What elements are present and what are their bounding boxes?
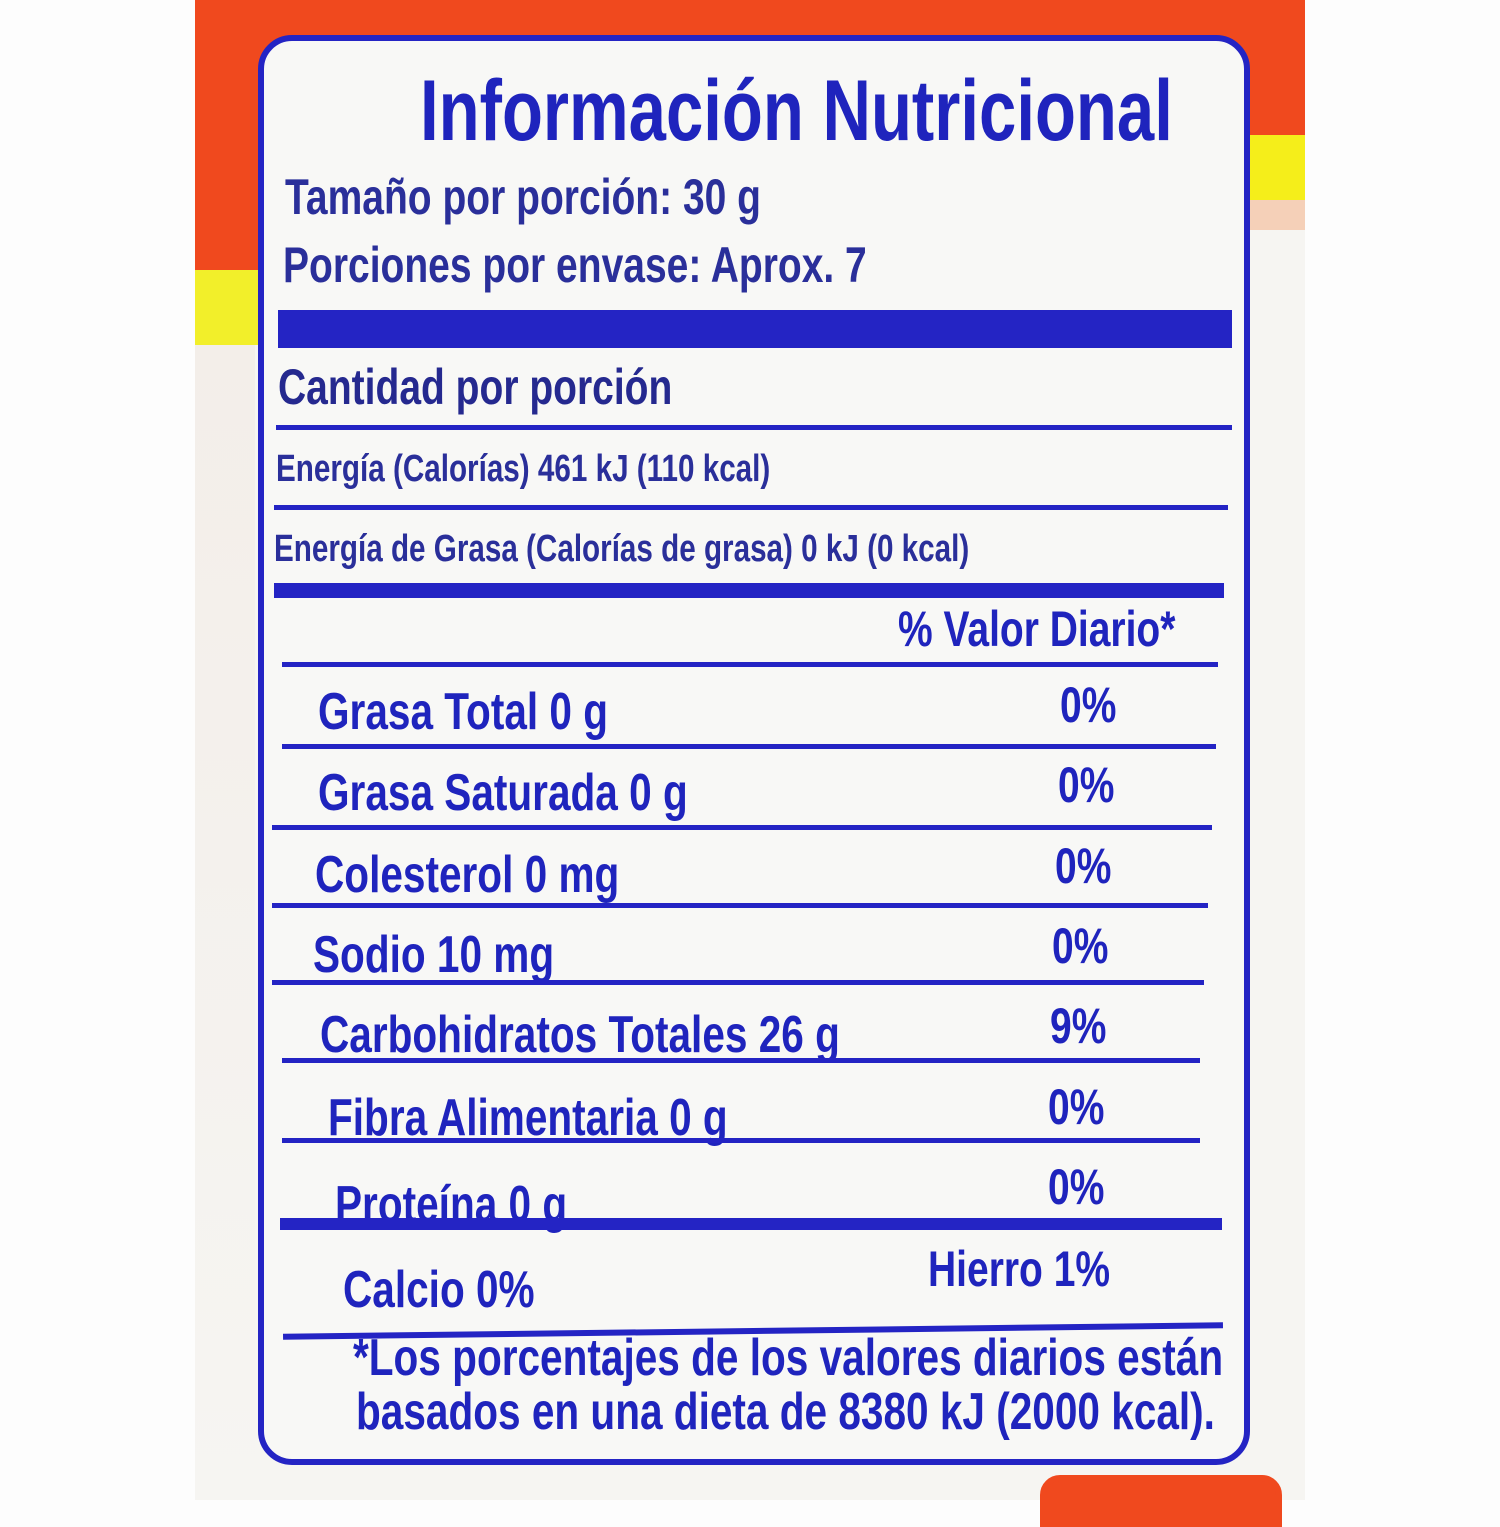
divider xyxy=(282,662,1218,667)
package-side xyxy=(195,340,255,1500)
nutrient-name: Grasa Total 0 g xyxy=(318,683,609,741)
footnote-line-2: basados en una dieta de 8380 kJ (2000 kc… xyxy=(356,1383,1215,1441)
package-orange-band-left xyxy=(195,0,265,280)
package-yellow-stripe-left xyxy=(195,270,260,345)
divider xyxy=(274,505,1228,510)
calcium: Calcio 0% xyxy=(343,1261,535,1319)
medium-divider xyxy=(280,1218,1222,1230)
divider xyxy=(276,425,1232,430)
amount-per-serving: Cantidad por porción xyxy=(278,359,673,415)
label-title: Información Nutricional xyxy=(420,63,1173,159)
servings-per-container: Porciones por envase: Aprox. 7 xyxy=(283,237,867,293)
nutrient-dv: 0% xyxy=(1055,838,1112,894)
divider xyxy=(282,1138,1200,1143)
package-orange-band-right xyxy=(1240,0,1305,135)
nutrient-name: Grasa Saturada 0 g xyxy=(318,764,688,822)
nutrient-dv: 0% xyxy=(1060,677,1117,733)
package-stripe xyxy=(1250,200,1305,230)
nutrient-name: Sodio 10 mg xyxy=(313,926,555,984)
energy: Energía (Calorías) 461 kJ (110 kcal) xyxy=(276,448,771,490)
serving-size: Tamaño por porción: 30 g xyxy=(285,169,761,225)
divider xyxy=(272,825,1212,830)
energy-from-fat: Energía de Grasa (Calorías de grasa) 0 k… xyxy=(274,528,970,570)
nutrient-name: Carbohidratos Totales 26 g xyxy=(320,1006,840,1064)
divider xyxy=(282,1058,1200,1063)
divider xyxy=(272,980,1204,985)
iron: Hierro 1% xyxy=(928,1241,1111,1297)
nutrient-dv: 9% xyxy=(1050,998,1107,1054)
divider xyxy=(282,744,1216,749)
package-red-shape xyxy=(1040,1475,1282,1527)
nutrient-dv: 0% xyxy=(1048,1079,1105,1135)
footnote-line-1: *Los porcentajes de los valores diarios … xyxy=(353,1329,1224,1387)
nutrient-dv: 0% xyxy=(1052,918,1109,974)
package-yellow-stripe-right xyxy=(1250,135,1305,200)
daily-value-header: % Valor Diario* xyxy=(898,601,1176,657)
nutrient-name: Fibra Alimentaria 0 g xyxy=(328,1089,728,1147)
nutrient-dv: 0% xyxy=(1058,757,1115,813)
medium-divider xyxy=(274,583,1224,598)
nutrient-name: Colesterol 0 mg xyxy=(315,846,620,904)
divider xyxy=(272,903,1208,908)
thick-divider xyxy=(278,310,1232,348)
nutrient-dv: 0% xyxy=(1048,1159,1105,1215)
